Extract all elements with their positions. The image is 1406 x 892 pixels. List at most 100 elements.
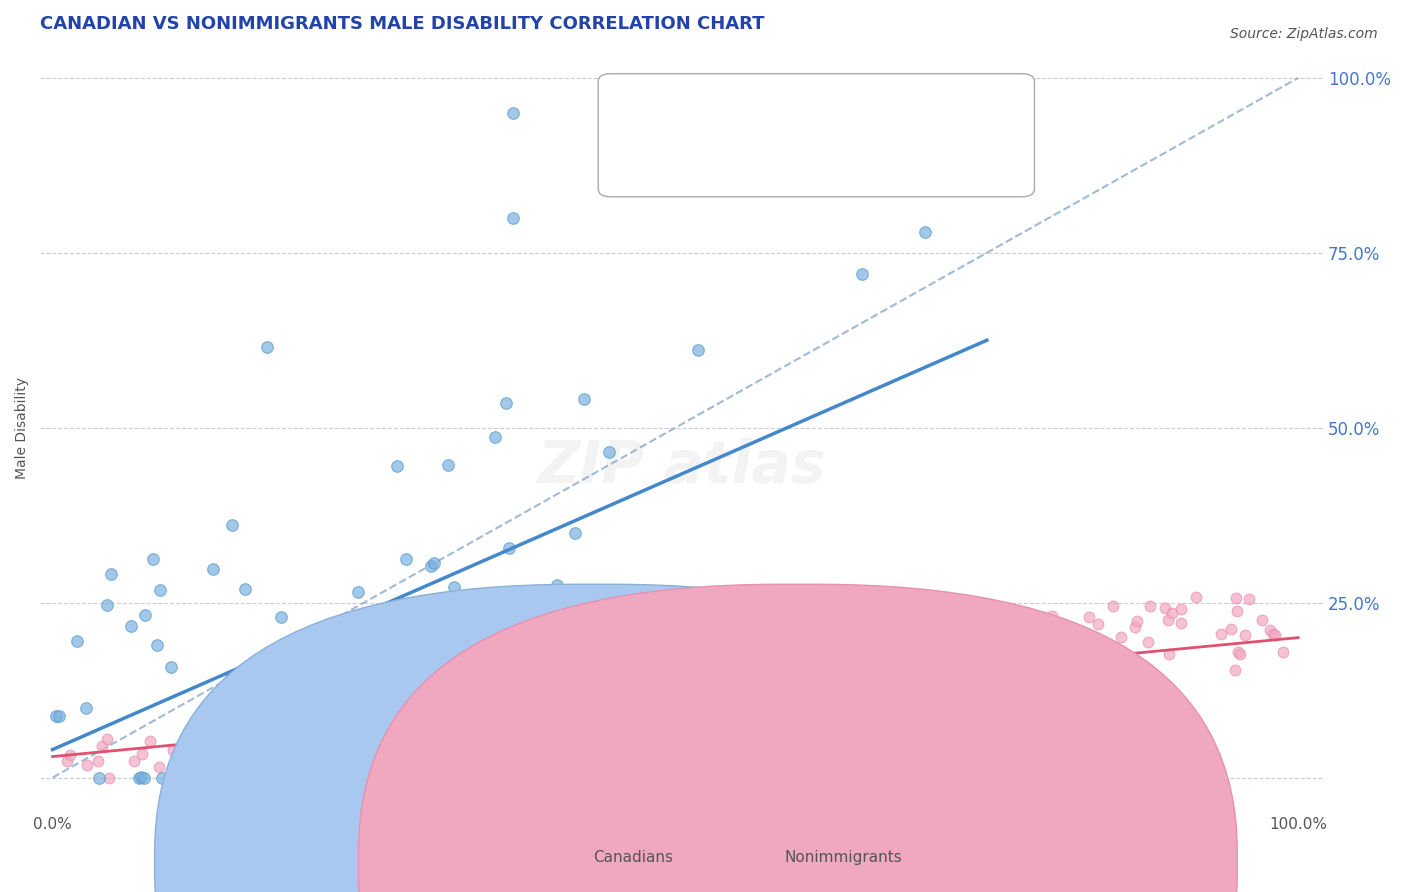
Point bbox=[1087, 616, 1109, 631]
Point bbox=[1209, 626, 1232, 640]
Point bbox=[800, 659, 823, 673]
Point bbox=[291, 756, 314, 771]
Point bbox=[953, 641, 976, 656]
Point bbox=[347, 584, 370, 599]
Point bbox=[1271, 645, 1294, 659]
Point bbox=[734, 658, 756, 673]
Point bbox=[219, 671, 242, 685]
Point bbox=[668, 646, 690, 660]
Point bbox=[221, 517, 243, 532]
Point bbox=[1109, 630, 1132, 644]
Point bbox=[553, 705, 575, 719]
Point bbox=[790, 701, 813, 715]
Point bbox=[491, 727, 513, 741]
Point bbox=[56, 754, 79, 768]
Point bbox=[748, 686, 770, 700]
Point bbox=[134, 771, 156, 785]
Point bbox=[395, 552, 418, 566]
Point bbox=[1126, 614, 1149, 628]
Point bbox=[75, 700, 97, 714]
Point bbox=[569, 692, 592, 706]
Point bbox=[208, 751, 231, 765]
Point bbox=[318, 705, 340, 719]
Point bbox=[983, 613, 1005, 627]
Point bbox=[467, 723, 489, 738]
Point bbox=[1225, 591, 1247, 605]
Point bbox=[600, 642, 623, 657]
Point bbox=[243, 730, 266, 744]
Point bbox=[120, 619, 142, 633]
Point bbox=[66, 634, 89, 648]
Point bbox=[602, 673, 624, 688]
Point bbox=[419, 558, 441, 573]
Point bbox=[619, 683, 641, 698]
Point bbox=[160, 660, 183, 674]
Point bbox=[893, 684, 915, 698]
Point bbox=[921, 685, 943, 699]
Point bbox=[610, 695, 633, 709]
Point bbox=[651, 691, 673, 706]
Point bbox=[702, 724, 724, 739]
Point bbox=[976, 628, 998, 642]
Point bbox=[1220, 622, 1243, 636]
Point bbox=[692, 665, 714, 680]
Point bbox=[690, 698, 713, 712]
Point bbox=[934, 622, 956, 636]
Point bbox=[815, 661, 838, 675]
Point bbox=[534, 669, 557, 683]
Point bbox=[1035, 638, 1057, 652]
Point bbox=[946, 673, 969, 687]
Point bbox=[176, 739, 198, 754]
Point bbox=[893, 652, 915, 666]
Point bbox=[167, 771, 190, 785]
Point bbox=[873, 648, 896, 663]
Point bbox=[87, 754, 110, 768]
Text: CANADIAN VS NONIMMIGRANTS MALE DISABILITY CORRELATION CHART: CANADIAN VS NONIMMIGRANTS MALE DISABILIT… bbox=[41, 15, 765, 33]
Point bbox=[851, 267, 873, 281]
Point bbox=[387, 458, 409, 473]
Point bbox=[1226, 604, 1249, 618]
Point bbox=[502, 106, 524, 120]
Point bbox=[1225, 663, 1247, 677]
Point bbox=[498, 717, 520, 731]
Text: Canadians: Canadians bbox=[593, 850, 672, 865]
Point bbox=[733, 701, 755, 715]
Point bbox=[988, 649, 1011, 664]
Point bbox=[1136, 662, 1159, 676]
Point bbox=[1258, 623, 1281, 637]
Point bbox=[856, 635, 879, 649]
Point bbox=[953, 622, 976, 636]
Point bbox=[510, 671, 533, 685]
Point bbox=[367, 711, 389, 725]
Point bbox=[89, 771, 111, 785]
Point bbox=[91, 739, 114, 754]
Point bbox=[790, 620, 813, 634]
Point bbox=[609, 699, 631, 714]
Point bbox=[443, 580, 465, 594]
Point bbox=[887, 610, 910, 624]
Point bbox=[1139, 599, 1161, 613]
Point bbox=[544, 739, 567, 754]
Point bbox=[817, 674, 839, 689]
Point bbox=[498, 541, 520, 555]
Point bbox=[76, 757, 98, 772]
Point bbox=[215, 750, 238, 764]
Point bbox=[903, 640, 925, 654]
Point bbox=[100, 567, 122, 582]
Point bbox=[911, 638, 934, 652]
Point bbox=[146, 638, 169, 652]
Point bbox=[364, 673, 387, 688]
Point bbox=[1025, 625, 1047, 640]
Point bbox=[482, 737, 505, 751]
Point bbox=[686, 343, 709, 358]
Point bbox=[630, 672, 652, 686]
Point bbox=[1185, 590, 1208, 604]
Point bbox=[1170, 616, 1192, 631]
Text: Source: ZipAtlas.com: Source: ZipAtlas.com bbox=[1230, 27, 1378, 41]
Point bbox=[367, 711, 389, 725]
Point bbox=[1102, 599, 1125, 613]
Point bbox=[131, 747, 153, 761]
Point bbox=[59, 748, 82, 763]
Point bbox=[150, 771, 173, 785]
Point bbox=[516, 734, 538, 748]
